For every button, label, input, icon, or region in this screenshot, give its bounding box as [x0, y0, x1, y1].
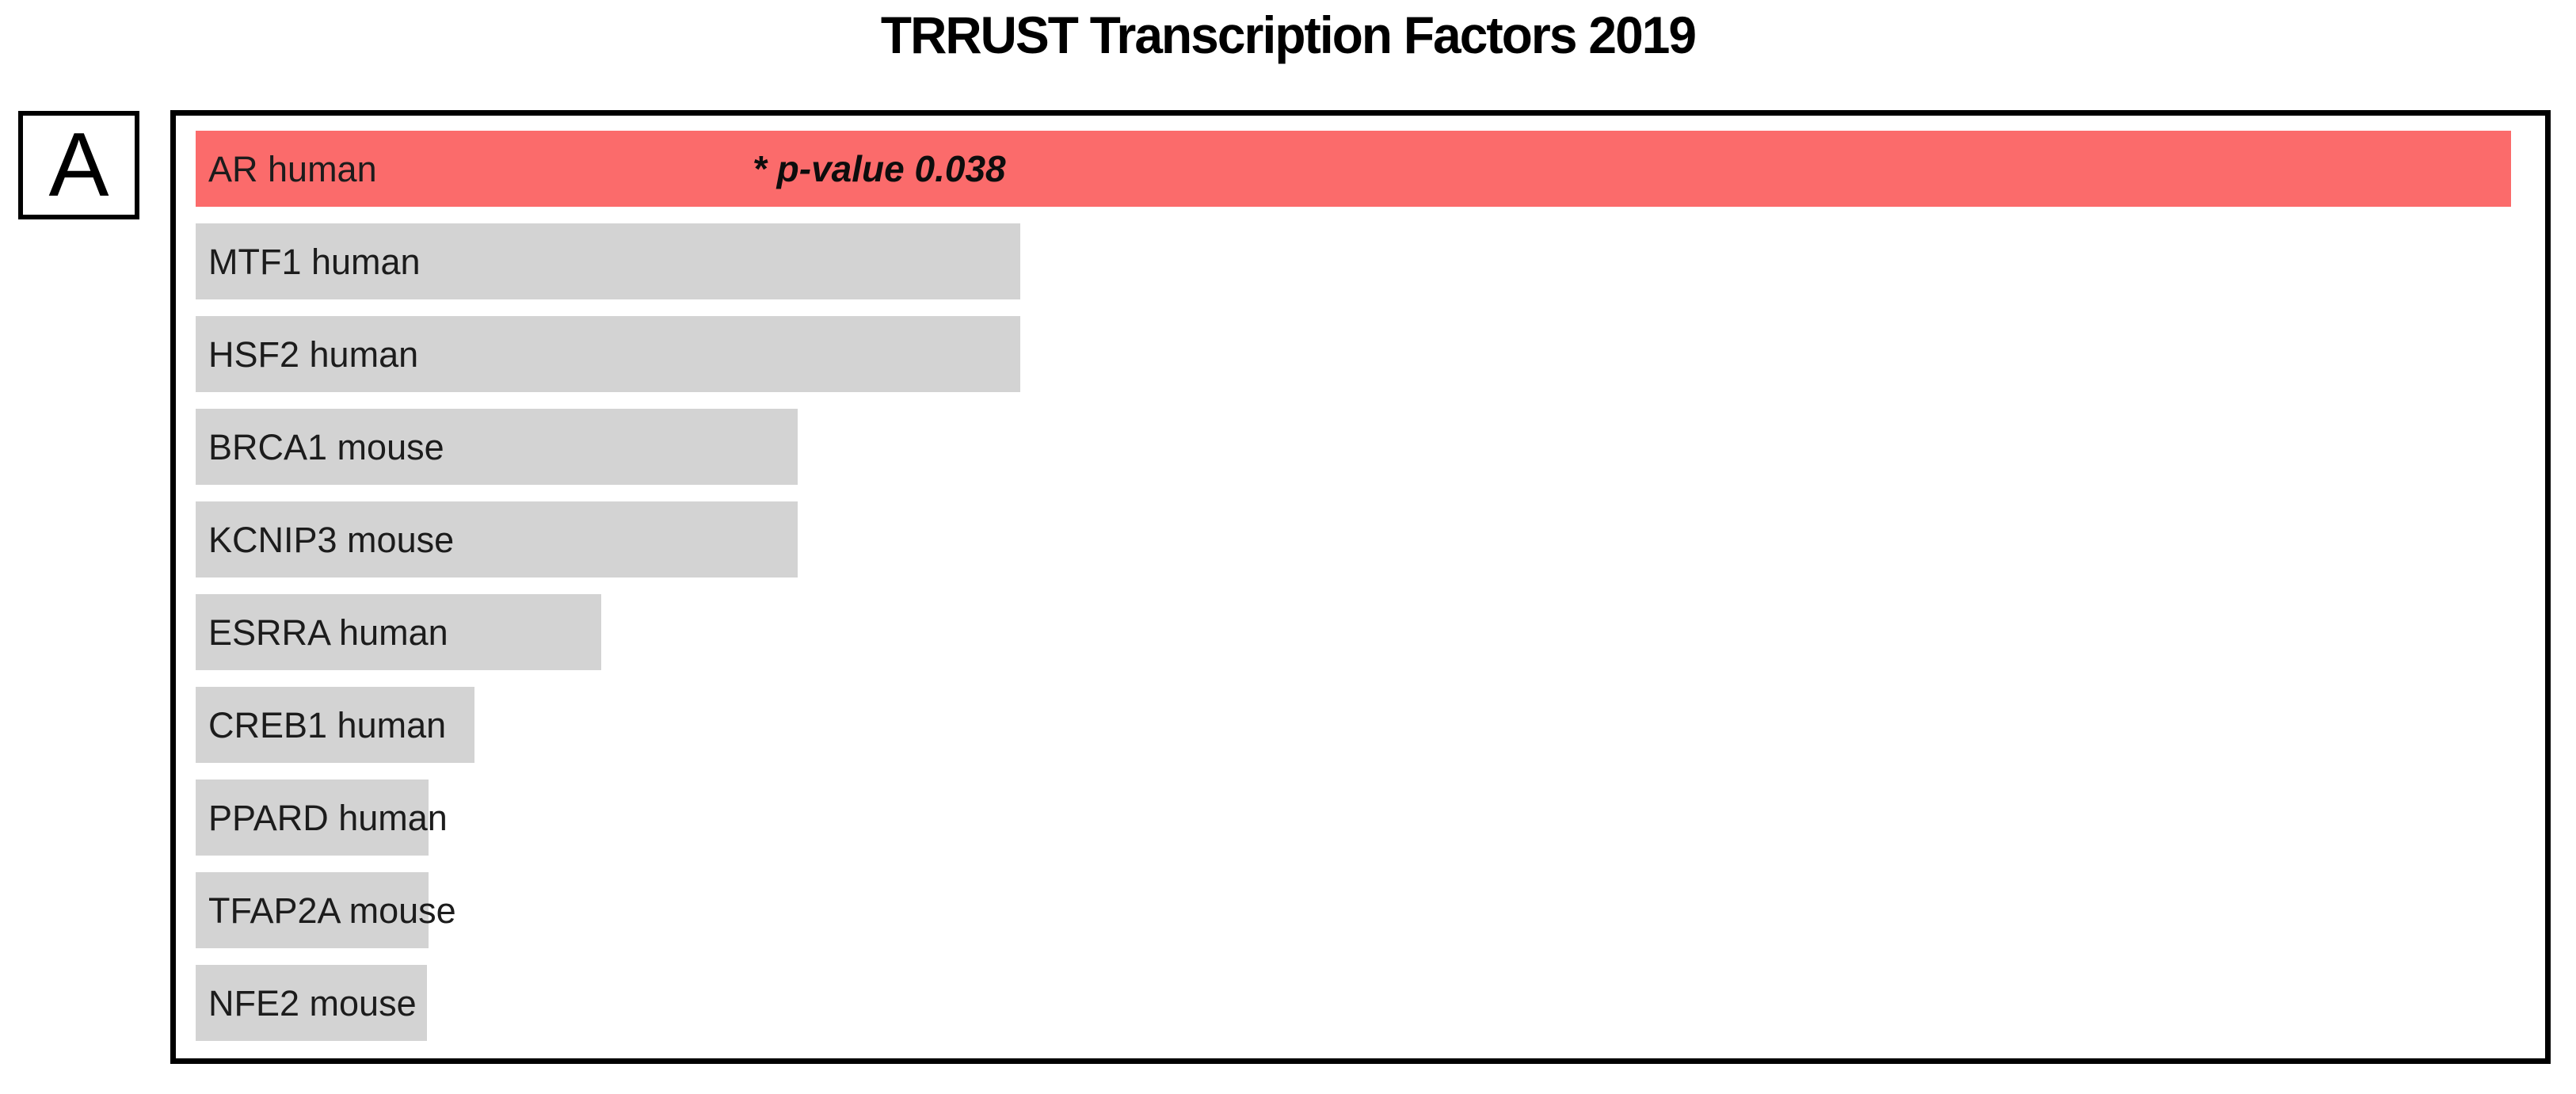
- bar-label: ESRRA human: [208, 612, 448, 653]
- bar-row: TFAP2A mouse: [196, 872, 2545, 948]
- bar-label: CREB1 human: [208, 704, 447, 745]
- bar: PPARD human: [196, 780, 448, 856]
- bar-label: BRCA1 mouse: [208, 426, 444, 467]
- bar-row: NFE2 mouse: [196, 965, 2545, 1041]
- chart-title: TRRUST Transcription Factors 2019: [880, 6, 1697, 64]
- bar-label: HSF2 human: [208, 334, 419, 375]
- bar-row: CREB1 human: [196, 687, 2545, 763]
- bar: KCNIP3 mouse: [196, 501, 798, 577]
- bar-label: MTF1 human: [208, 241, 421, 282]
- bar-chart-container: AR human * p-value 0.038 MTF1 human HSF2 hu…: [170, 110, 2551, 1064]
- bar-row: ESRRA human: [196, 594, 2545, 670]
- bar: TFAP2A mouse: [196, 872, 456, 948]
- bar-label: TFAP2A mouse: [208, 890, 456, 931]
- bar-label: NFE2 mouse: [208, 982, 417, 1023]
- bar-row: AR human * p-value 0.038: [196, 131, 2545, 207]
- bar-row: BRCA1 mouse: [196, 409, 2545, 485]
- bar-label: AR human: [208, 148, 377, 189]
- p-value-annotation: * p-value 0.038: [753, 148, 1006, 189]
- bar: NFE2 mouse: [196, 965, 427, 1041]
- bar: CREB1 human: [196, 687, 474, 763]
- bar-row: MTF1 human: [196, 223, 2545, 299]
- bar: HSF2 human: [196, 316, 1020, 392]
- bar-label: KCNIP3 mouse: [208, 519, 455, 560]
- panel-label: A: [48, 114, 109, 215]
- bar-list: AR human * p-value 0.038 MTF1 human HSF2 hu…: [196, 131, 2545, 1041]
- bar: MTF1 human: [196, 223, 1020, 299]
- bar-label: PPARD human: [208, 797, 448, 838]
- bar: ESRRA human: [196, 594, 601, 670]
- bar-row: KCNIP3 mouse: [196, 501, 2545, 577]
- bar-significant: AR human * p-value 0.038: [196, 131, 2511, 207]
- bar-row: PPARD human: [196, 780, 2545, 856]
- bar-row: HSF2 human: [196, 316, 2545, 392]
- panel-label-box: A: [18, 111, 139, 219]
- bar: BRCA1 mouse: [196, 409, 798, 485]
